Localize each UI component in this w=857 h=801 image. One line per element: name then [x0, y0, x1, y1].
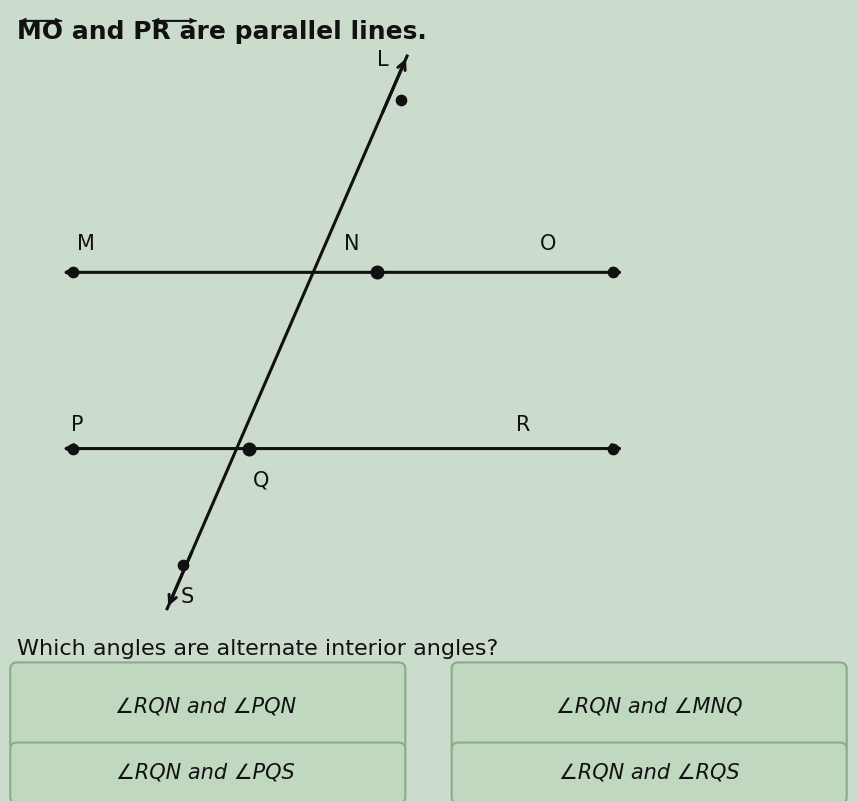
Point [176, 558, 189, 571]
Text: Q: Q [253, 471, 270, 490]
Text: ∠RQN and ∠MNQ: ∠RQN and ∠MNQ [556, 697, 743, 716]
Text: M: M [77, 235, 94, 254]
Text: ∠RQN and ∠PQN: ∠RQN and ∠PQN [115, 697, 297, 716]
FancyBboxPatch shape [452, 662, 847, 751]
Text: ∠RQN and ∠PQS: ∠RQN and ∠PQS [117, 763, 295, 783]
Text: ∠RQN and ∠RQS: ∠RQN and ∠RQS [560, 763, 740, 783]
Point [370, 266, 384, 279]
Point [606, 266, 620, 279]
Text: Which angles are alternate interior angles?: Which angles are alternate interior angl… [17, 639, 499, 658]
Text: ——   and ——  are parallel lines.: —— and —— are parallel lines. [17, 20, 470, 44]
Point [394, 94, 408, 107]
Text: S: S [180, 587, 194, 606]
Point [66, 266, 80, 279]
Text: L: L [377, 50, 389, 70]
Point [606, 442, 620, 455]
Text: O: O [540, 235, 557, 254]
Text: R: R [516, 415, 530, 434]
FancyBboxPatch shape [452, 743, 847, 801]
Point [66, 442, 80, 455]
Text: P: P [71, 415, 83, 434]
FancyBboxPatch shape [10, 743, 405, 801]
Text: N: N [344, 235, 359, 254]
Point [242, 442, 255, 455]
FancyBboxPatch shape [10, 662, 405, 751]
Text: MO and PR are parallel lines.: MO and PR are parallel lines. [17, 20, 427, 44]
